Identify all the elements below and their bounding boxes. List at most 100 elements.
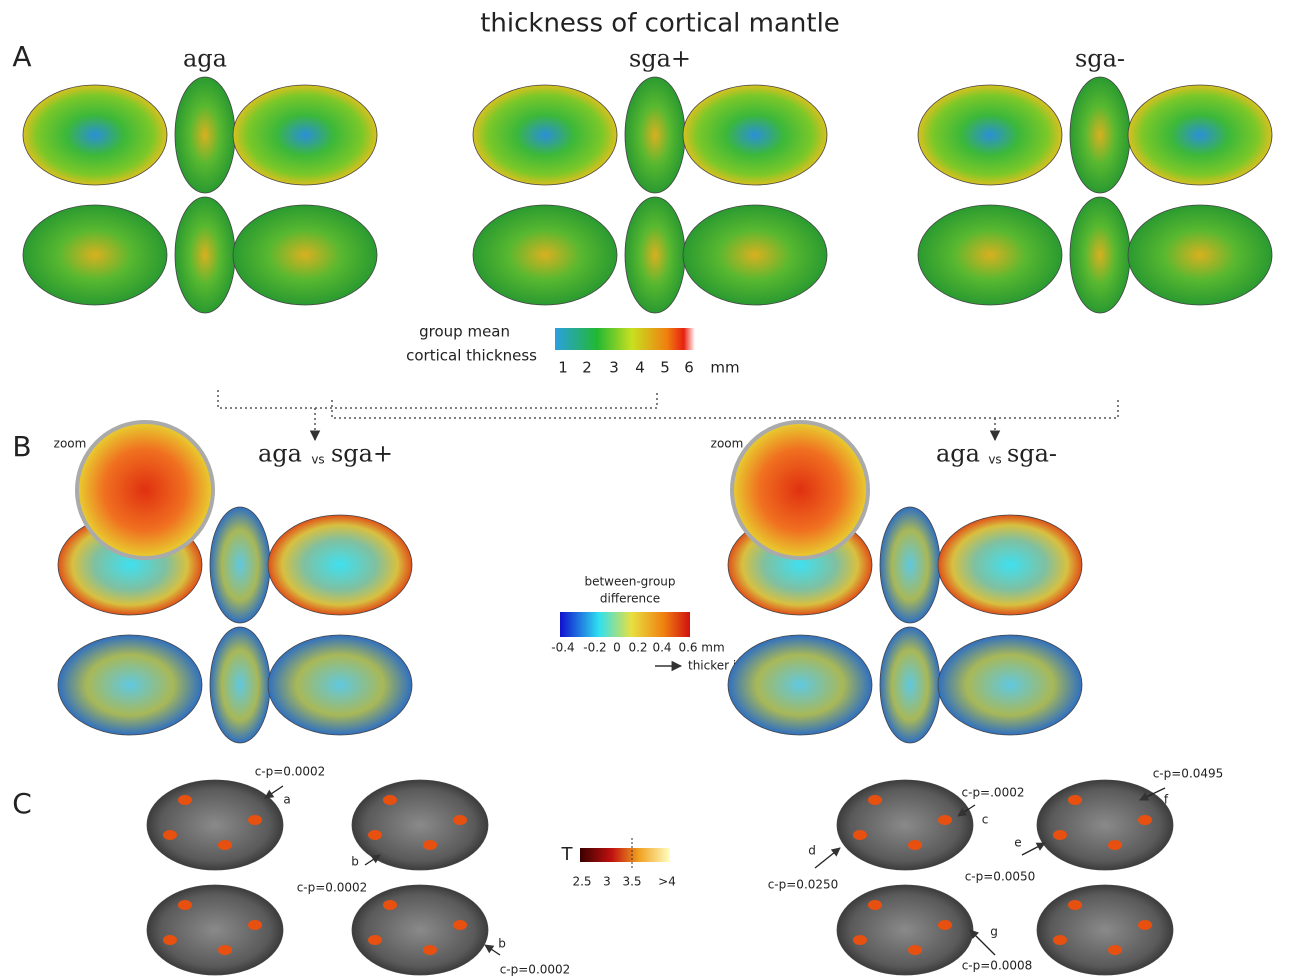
brain-view bbox=[682, 204, 828, 306]
zoom-circle bbox=[75, 420, 215, 560]
tick-label: 0 bbox=[613, 641, 621, 655]
brain-view bbox=[174, 196, 236, 314]
panel-label: B bbox=[12, 430, 31, 463]
arrow bbox=[484, 944, 501, 956]
colorbar bbox=[580, 848, 670, 862]
activation-blob bbox=[453, 920, 467, 930]
arrow bbox=[957, 804, 976, 817]
colorbar-ticks: 1 2 3 4 5 6 mm bbox=[558, 359, 739, 377]
tick-label: 5 bbox=[660, 359, 670, 377]
tick-label: 4 bbox=[635, 359, 645, 377]
p-value: c-p=0.0002 bbox=[255, 765, 326, 779]
brain-view bbox=[232, 204, 378, 306]
comparison-right: sga+ bbox=[331, 440, 393, 468]
zoom-label: zoom bbox=[711, 437, 744, 451]
cluster-letter: e bbox=[1014, 836, 1021, 850]
brain-view bbox=[146, 884, 284, 976]
colorbar bbox=[555, 328, 695, 350]
brain-view bbox=[879, 506, 941, 624]
activation-blob bbox=[423, 840, 437, 850]
brain-images bbox=[22, 76, 1273, 976]
activation-blob bbox=[1138, 815, 1152, 825]
panel-label: C bbox=[12, 787, 32, 820]
tick-label: 6 bbox=[684, 359, 694, 377]
cluster-letter: b bbox=[498, 937, 506, 951]
brain-view bbox=[351, 779, 489, 871]
brain-view bbox=[472, 84, 618, 186]
activation-blob bbox=[453, 815, 467, 825]
cluster-letter: c bbox=[982, 813, 989, 827]
unit: mm bbox=[701, 641, 724, 655]
activation-blob bbox=[1053, 935, 1067, 945]
brain-view bbox=[57, 634, 203, 736]
tick-label: 0.6 bbox=[678, 641, 697, 655]
activation-blob bbox=[218, 945, 232, 955]
cluster-letter: a bbox=[283, 793, 290, 807]
activation-blob bbox=[218, 840, 232, 850]
comparison-right: sga- bbox=[1007, 440, 1057, 468]
figure-title: thickness of cortical mantle bbox=[480, 9, 840, 39]
p-value: c-p=0.0050 bbox=[965, 870, 1036, 884]
brain-view bbox=[727, 634, 873, 736]
brain-view bbox=[267, 514, 413, 616]
brain-view bbox=[917, 84, 1063, 186]
activation-blob bbox=[853, 830, 867, 840]
activation-blob bbox=[248, 815, 262, 825]
tick-label: 3.5 bbox=[622, 875, 641, 889]
p-value: c-p=0.0002 bbox=[297, 881, 368, 895]
comparison-vs: vs bbox=[311, 453, 324, 467]
brain-view bbox=[209, 626, 271, 744]
activation-blob bbox=[1068, 795, 1082, 805]
activation-blob bbox=[163, 935, 177, 945]
cluster-letter: d bbox=[808, 844, 816, 858]
activation-blob bbox=[368, 830, 382, 840]
activation-blob bbox=[908, 945, 922, 955]
tick-label: 2 bbox=[582, 359, 592, 377]
tick-label: 1 bbox=[558, 359, 568, 377]
activation-blob bbox=[868, 900, 882, 910]
comparison-left: aga bbox=[936, 440, 980, 468]
activation-blob bbox=[1138, 920, 1152, 930]
arrow bbox=[264, 785, 284, 799]
tick-label: 0.4 bbox=[652, 641, 671, 655]
panel-label: A bbox=[12, 40, 31, 73]
brain-view bbox=[937, 514, 1083, 616]
colorbar bbox=[560, 612, 690, 637]
p-value: c-p=.0002 bbox=[962, 786, 1025, 800]
arrow bbox=[364, 854, 381, 866]
tick-label: -0.2 bbox=[583, 641, 606, 655]
p-value: c-p=0.0495 bbox=[1153, 767, 1224, 781]
brain-view bbox=[232, 84, 378, 186]
cluster-letter: b bbox=[351, 855, 359, 869]
zoom-circle bbox=[730, 420, 870, 560]
brain-view bbox=[682, 84, 828, 186]
brain-view bbox=[22, 204, 168, 306]
activation-blob bbox=[1108, 840, 1122, 850]
activation-blob bbox=[1053, 830, 1067, 840]
group-label: sga+ bbox=[629, 45, 691, 73]
arrow bbox=[1139, 787, 1166, 801]
tick-label: 2.5 bbox=[572, 875, 591, 889]
brain-view bbox=[1036, 884, 1174, 976]
colorbar-title: difference bbox=[600, 592, 660, 606]
activation-blob bbox=[383, 900, 397, 910]
arrow bbox=[814, 847, 841, 869]
tick-label: >4 bbox=[658, 875, 676, 889]
brain-view bbox=[917, 204, 1063, 306]
activation-blob bbox=[853, 935, 867, 945]
brain-view bbox=[1127, 84, 1273, 186]
connector bbox=[217, 390, 658, 409]
cluster-letter: g bbox=[990, 925, 998, 939]
activation-blob bbox=[1108, 945, 1122, 955]
activation-blob bbox=[938, 815, 952, 825]
activation-blob bbox=[938, 920, 952, 930]
activation-blob bbox=[368, 935, 382, 945]
colorbar-title: group mean bbox=[419, 323, 510, 341]
activation-blob bbox=[1068, 900, 1082, 910]
brain-view bbox=[836, 884, 974, 976]
cluster-letter: f bbox=[1164, 793, 1169, 807]
colorbar-title: cortical thickness bbox=[406, 347, 537, 365]
activation-blob bbox=[868, 795, 882, 805]
annotations: c-p=0.0002 a c-p=0.0002 b c-p=0.0002 b c-p=.00… bbox=[255, 765, 1224, 977]
